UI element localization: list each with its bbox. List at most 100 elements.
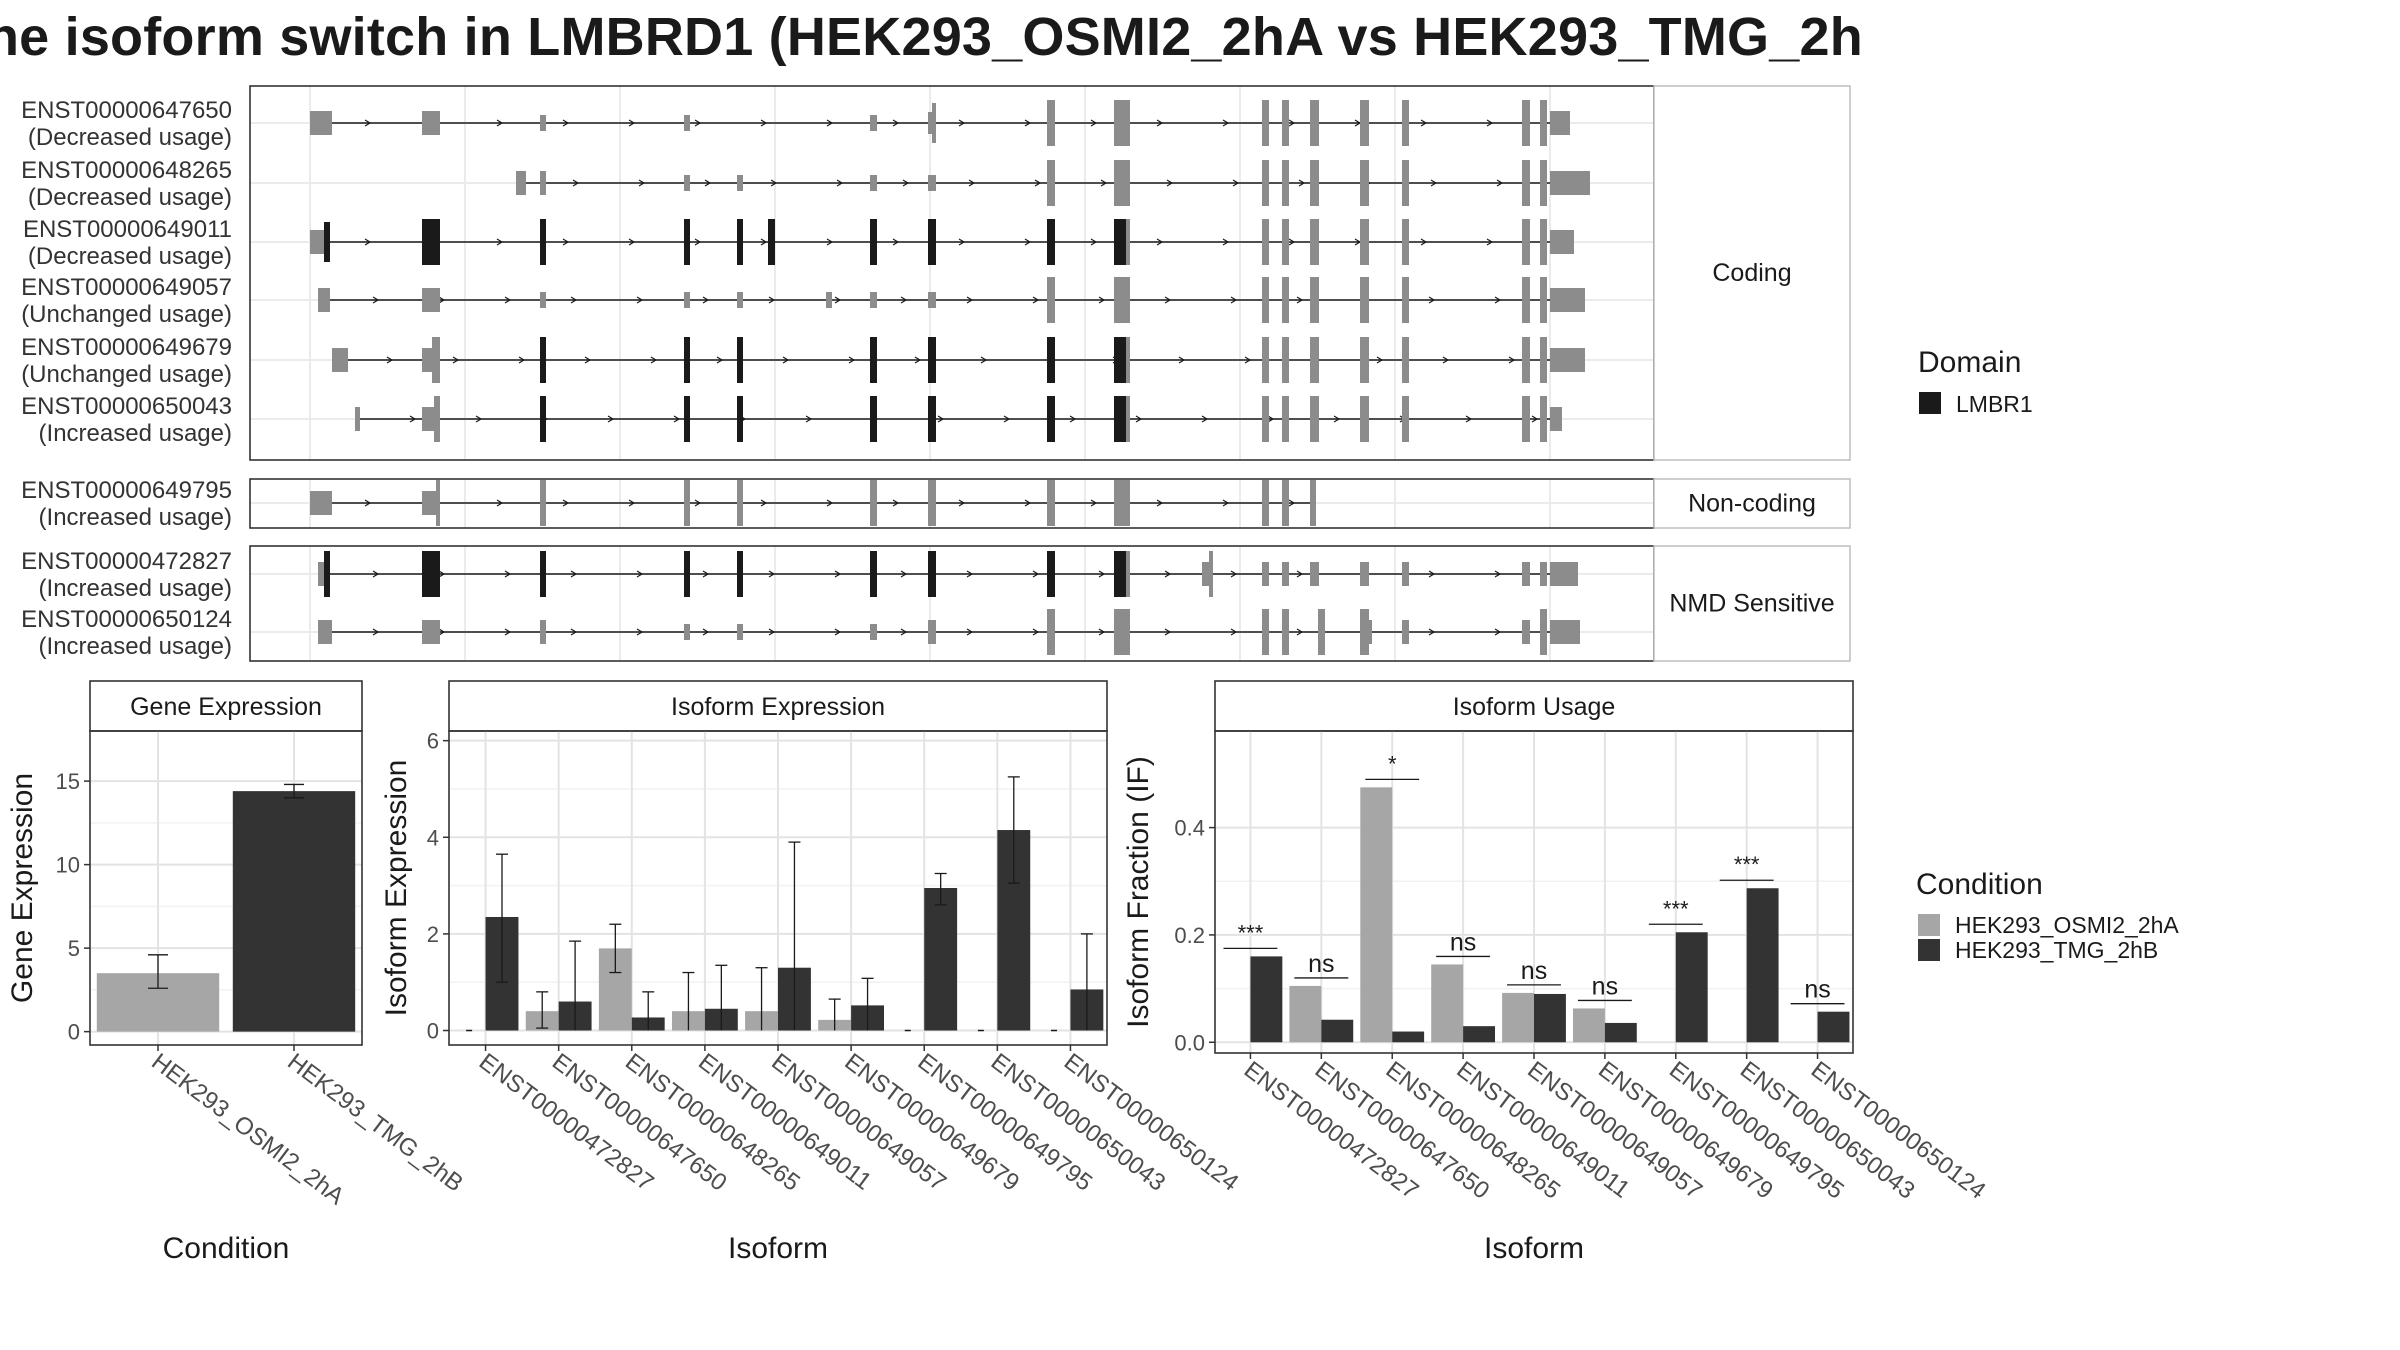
exon <box>928 620 936 644</box>
transcript-id-label: ENST00000649011 <box>23 216 232 243</box>
direction-arrow <box>966 628 974 636</box>
exon <box>1310 277 1319 323</box>
direction-arrow <box>438 570 446 578</box>
bar <box>1534 993 1566 1043</box>
direction-arrow <box>958 499 966 507</box>
exon <box>737 396 743 442</box>
transcript-row: ENST00000649795(Increased usage) <box>21 477 1316 531</box>
exon <box>870 337 877 383</box>
exon <box>434 396 440 442</box>
exon <box>318 562 324 586</box>
exon <box>684 337 690 383</box>
exon <box>1282 219 1289 265</box>
direction-arrow <box>834 570 842 578</box>
exon <box>684 396 690 442</box>
exon <box>1047 277 1055 323</box>
exon <box>1360 337 1369 383</box>
direction-arrow <box>496 119 504 127</box>
condition-legend-label: HEK293_TMG_2hB <box>1955 937 2158 963</box>
exon <box>310 111 332 135</box>
bar <box>232 791 356 1032</box>
condition-legend-swatch <box>1918 914 1940 936</box>
exon <box>684 624 690 640</box>
direction-arrow <box>1032 296 1040 304</box>
bar <box>924 888 958 1031</box>
direction-arrow <box>1156 238 1164 246</box>
y-tick-label: 0 <box>68 1020 80 1045</box>
exon <box>310 491 332 515</box>
direction-arrow <box>980 356 988 364</box>
direction-arrow <box>1164 296 1172 304</box>
exon <box>1360 100 1369 146</box>
direction-arrow <box>826 238 834 246</box>
exon <box>1114 160 1130 206</box>
transcript-usage-label: (Increased usage) <box>39 504 232 531</box>
exon <box>1262 277 1269 323</box>
y-tick-label: 4 <box>427 825 439 850</box>
direction-arrow <box>562 119 570 127</box>
direction-arrow <box>1098 570 1106 578</box>
exon <box>1126 551 1130 597</box>
direction-arrow <box>1222 119 1230 127</box>
direction-arrow <box>584 356 592 364</box>
direction-arrow <box>386 356 394 364</box>
exon <box>540 219 546 265</box>
exon <box>1402 277 1409 323</box>
exon <box>1047 100 1055 146</box>
y-tick-label: 0.4 <box>1174 816 1205 841</box>
transcript-id-label: ENST00000649057 <box>21 274 232 301</box>
direction-arrow <box>900 628 908 636</box>
exon <box>1282 396 1289 442</box>
direction-arrow <box>638 179 646 187</box>
y-tick-label: 0 <box>427 1019 439 1044</box>
direction-arrow <box>572 179 580 187</box>
exon <box>684 292 690 308</box>
direction-arrow <box>694 238 702 246</box>
direction-arrow <box>1296 570 1304 578</box>
direction-arrow <box>1428 628 1436 636</box>
direction-arrow <box>768 296 776 304</box>
direction-arrow <box>1486 119 1494 127</box>
direction-arrow <box>1420 238 1428 246</box>
direction-arrow <box>1024 238 1032 246</box>
exon <box>826 292 832 308</box>
direction-arrow <box>1428 296 1436 304</box>
y-tick-label: 15 <box>56 769 80 794</box>
y-axis-label: Isoform Expression <box>380 760 413 1017</box>
exon <box>1402 562 1409 586</box>
exon <box>1262 219 1269 265</box>
exon <box>1114 337 1126 383</box>
exon <box>1360 277 1369 323</box>
direction-arrow <box>958 119 966 127</box>
direction-arrow <box>1430 179 1438 187</box>
direction-arrow <box>1100 179 1108 187</box>
significance-label: ns <box>1450 928 1476 956</box>
direction-arrow <box>1230 628 1238 636</box>
direction-arrow <box>1034 179 1042 187</box>
direction-arrow <box>1420 119 1428 127</box>
direction-arrow <box>452 356 460 364</box>
transcript-row: ENST00000650124(Increased usage) <box>21 606 1580 660</box>
direction-arrow <box>958 238 966 246</box>
direction-arrow <box>518 356 526 364</box>
direction-arrow <box>475 415 483 423</box>
direction-arrow <box>372 296 380 304</box>
direction-arrow <box>562 499 570 507</box>
panel-title: Isoform Usage <box>1453 693 1616 721</box>
significance-label: ns <box>1521 957 1547 985</box>
exon <box>1282 609 1289 655</box>
direction-arrow <box>570 296 578 304</box>
exon <box>324 551 330 597</box>
direction-arrow <box>694 499 702 507</box>
x-axis-label: Isoform <box>1484 1232 1584 1265</box>
direction-arrow <box>504 570 512 578</box>
transcript-row: ENST00000472827(Increased usage) <box>21 548 1578 602</box>
exon <box>1310 160 1319 206</box>
transcript-id-label: ENST00000650043 <box>21 393 232 420</box>
exon <box>1310 337 1319 383</box>
bar <box>1431 964 1464 1043</box>
y-tick-label: 6 <box>427 729 439 754</box>
direction-arrow <box>760 119 768 127</box>
exon <box>1114 219 1126 265</box>
exon <box>540 480 546 526</box>
